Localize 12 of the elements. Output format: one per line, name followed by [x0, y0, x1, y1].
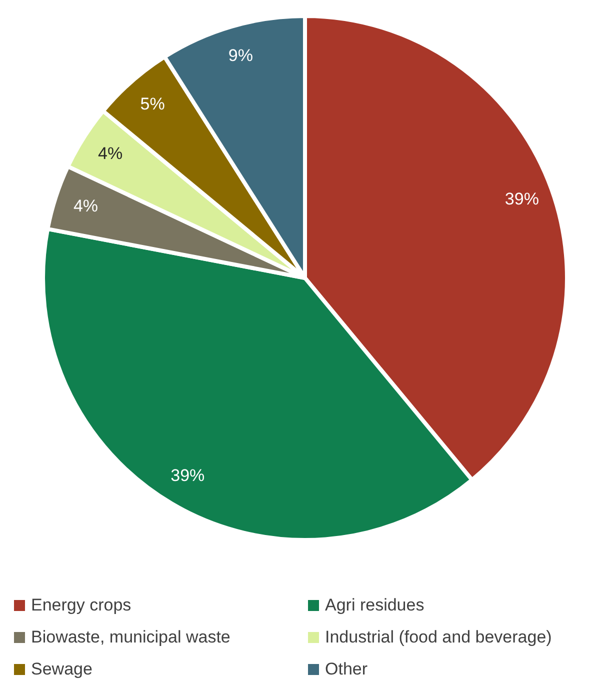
data-label: 39%	[170, 466, 205, 485]
data-label: 39%	[504, 189, 539, 208]
data-label: 4%	[98, 144, 123, 163]
data-label: 5%	[140, 94, 165, 114]
legend-label: Energy crops	[31, 595, 132, 614]
data-label: 4%	[73, 196, 98, 216]
legend-label: Biowaste, municipal waste	[31, 627, 230, 646]
legend-label: Agri residues	[325, 595, 424, 614]
legend-label: Other	[325, 659, 368, 678]
data-label: 9%	[228, 46, 253, 66]
legend-label: Industrial (food and beverage)	[325, 627, 552, 646]
legend-label: Sewage	[31, 659, 92, 678]
